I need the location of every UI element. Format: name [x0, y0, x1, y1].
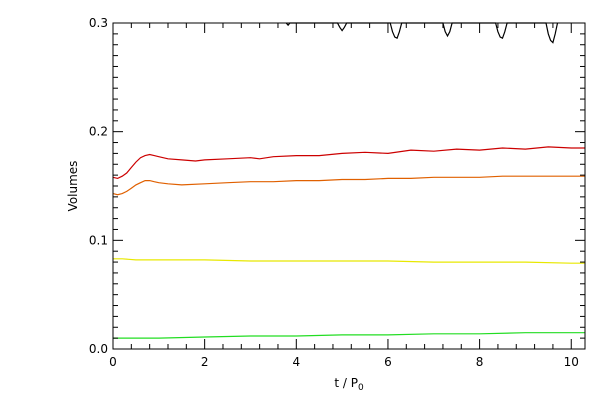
x-tick-label: 4: [292, 355, 300, 369]
x-tick-label: 10: [564, 355, 579, 369]
series-line-0: [285, 22, 559, 44]
series-layer: [112, 22, 585, 339]
series-line-1: [112, 146, 585, 180]
y-tick-label: 0.1: [89, 233, 108, 247]
x-tick-label: 2: [201, 355, 209, 369]
x-tick-label: 0: [109, 355, 117, 369]
series-line-4: [113, 332, 585, 339]
y-tick-label: 0.3: [89, 16, 108, 30]
ticks-layer: [112, 22, 585, 350]
x-tick-label: 6: [384, 355, 392, 369]
x-axis-label-main: t / P: [334, 376, 358, 390]
series-line-2: [112, 175, 585, 196]
x-axis-label: t / P0: [334, 376, 364, 393]
plot-frame: [112, 22, 586, 350]
series-line-3: [113, 258, 585, 264]
x-axis-label-subscript: 0: [358, 383, 364, 393]
x-tick-label: 8: [476, 355, 484, 369]
y-axis-label: Volumes: [66, 161, 80, 212]
y-tick-label: 0.0: [89, 342, 108, 356]
tick-labels: 0 2 4 6 8 10 0.0 0.1 0.2 0.3: [89, 16, 579, 369]
y-tick-label: 0.2: [89, 125, 108, 139]
